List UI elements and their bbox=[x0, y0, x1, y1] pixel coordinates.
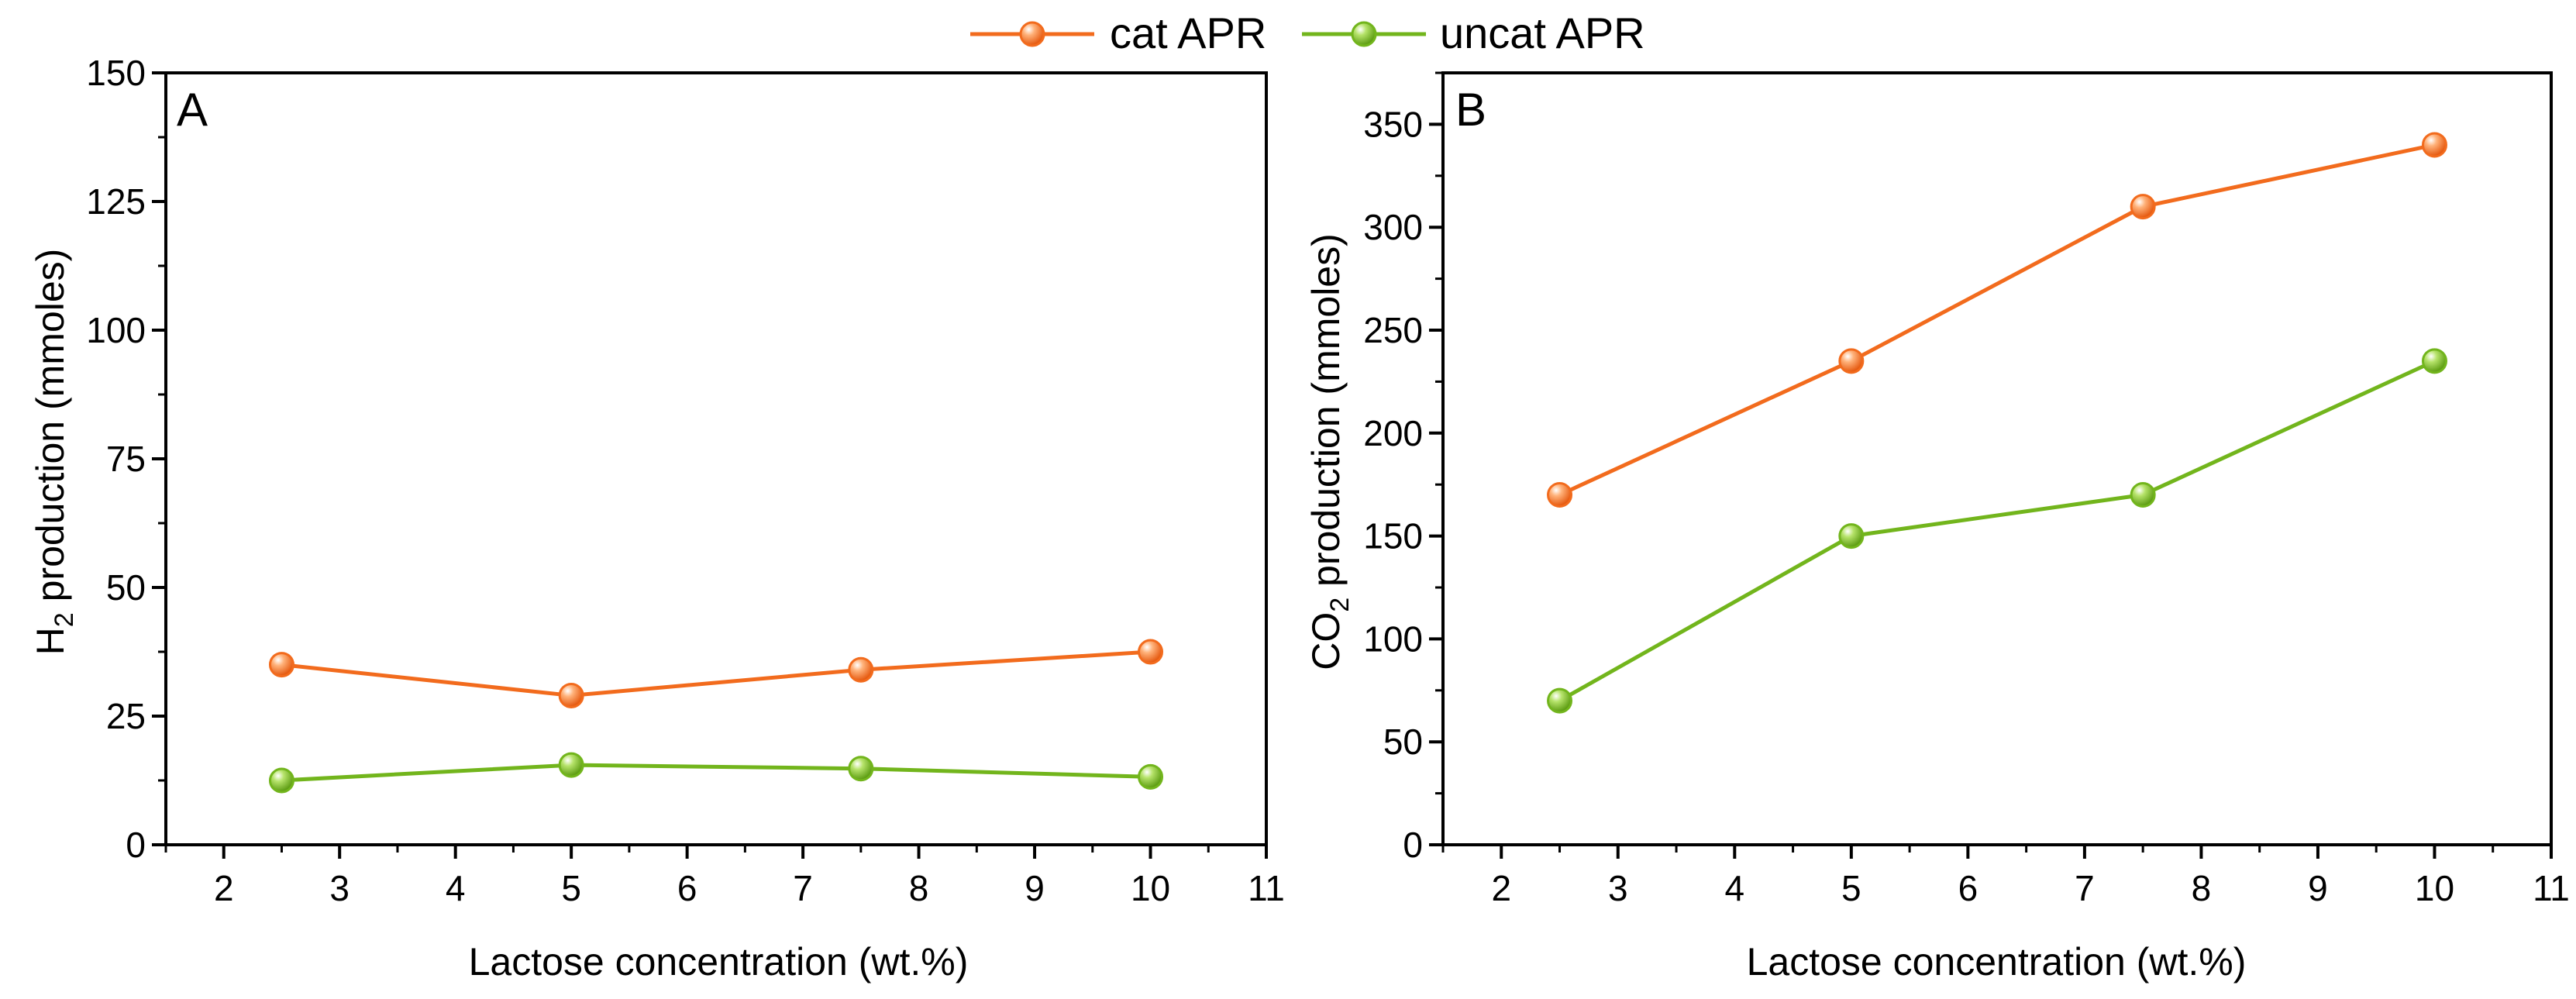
legend-label-cat-apr: cat APR bbox=[1110, 9, 1266, 57]
panel-a-ylabel: H2 production (mmoles) bbox=[29, 249, 79, 656]
panel-a-frame bbox=[164, 71, 1268, 846]
panel-a-x-tick-label: 9 bbox=[1025, 868, 1045, 908]
panel-b-xlabel: Lactose concentration (wt.%) bbox=[1747, 940, 2247, 983]
panel-a-xlabel: Lactose concentration (wt.%) bbox=[469, 940, 969, 983]
panel-a-series-uncat-apr-line bbox=[281, 763, 1151, 783]
panel-b-y-tick-label: 350 bbox=[1363, 104, 1423, 144]
panel-a: A H2 production (mmoles) Lactose concent… bbox=[29, 53, 1285, 983]
panel-a-label: A bbox=[177, 84, 208, 136]
panel-b-x-tick-label: 7 bbox=[2075, 868, 2095, 908]
panel-b-y-tick-label: 200 bbox=[1363, 413, 1423, 453]
panel-a-series-uncat-apr-point bbox=[848, 756, 874, 782]
panel-a-y-tick-label: 75 bbox=[106, 439, 146, 479]
panel-b-y-tick-label: 150 bbox=[1363, 516, 1423, 556]
panel-b-series-uncat-apr-point bbox=[2130, 481, 2156, 508]
panel-a-series-uncat-apr-point bbox=[558, 752, 584, 778]
panel-b-series-cat-apr-point bbox=[2130, 194, 2156, 220]
panel-b-y-tick-label: 300 bbox=[1363, 207, 1423, 247]
panel-a-x-tick-label: 3 bbox=[329, 868, 350, 908]
panel-a-x-tick-label: 6 bbox=[677, 868, 697, 908]
panel-a-y-tick-label: 0 bbox=[126, 825, 146, 865]
panel-b-x-tick-label: 3 bbox=[1608, 868, 1628, 908]
panel-b-x-tick-label: 10 bbox=[2415, 868, 2454, 908]
panel-a-x-tick-label: 8 bbox=[909, 868, 929, 908]
panel-a-x-tick-label: 10 bbox=[1131, 868, 1170, 908]
panel-b-x-tick-label: 9 bbox=[2308, 868, 2328, 908]
legend-marker-uncat-apr bbox=[1351, 21, 1377, 47]
panel-b-y-tick-label: 250 bbox=[1363, 310, 1423, 350]
legend-item-uncat-apr: uncat APR bbox=[1302, 9, 1645, 57]
panel-a-series-cat-apr-point bbox=[558, 682, 584, 708]
panel-b-x-tick-label: 6 bbox=[1958, 868, 1978, 908]
legend: cat APR uncat APR bbox=[970, 9, 1645, 57]
panel-b-y-tick-label: 50 bbox=[1383, 722, 1423, 762]
panel-a-x-tick-label: 11 bbox=[1248, 868, 1285, 908]
panel-a-series-cat-apr-point bbox=[268, 652, 294, 678]
panel-b-series-cat-apr-point bbox=[1838, 348, 1865, 374]
panel-a-y-tick-label: 150 bbox=[86, 53, 146, 93]
panel-b: B CO2 production (mmoles) Lactose concen… bbox=[1304, 71, 2570, 983]
panel-b-x-tick-label: 11 bbox=[2533, 868, 2570, 908]
panel-b-label: B bbox=[1455, 84, 1486, 136]
panel-a-x-tick-label: 4 bbox=[446, 868, 466, 908]
panel-a-series-cat-apr-point bbox=[848, 656, 874, 683]
panel-a-x-tick-label: 2 bbox=[214, 868, 234, 908]
panel-a-x-tick-label: 5 bbox=[561, 868, 581, 908]
panel-b-series-uncat-apr-line bbox=[1558, 359, 2436, 703]
panel-b-y-tick-label: 0 bbox=[1403, 825, 1423, 865]
panel-b-ylabel: CO2 production (mmoles) bbox=[1304, 233, 1355, 670]
panel-b-frame bbox=[1441, 71, 2553, 846]
legend-item-cat-apr: cat APR bbox=[970, 9, 1266, 57]
panel-a-y-tick-label: 25 bbox=[106, 696, 146, 736]
legend-marker-cat-apr bbox=[1019, 21, 1045, 47]
panel-b-y-tick-label: 100 bbox=[1363, 618, 1423, 659]
panel-b-x-tick-label: 8 bbox=[2192, 868, 2212, 908]
panel-b-series-cat-apr-point bbox=[2421, 132, 2447, 158]
panel-b-x-tick-label: 2 bbox=[1491, 868, 1511, 908]
panel-a-series-cat-apr-line bbox=[281, 649, 1151, 698]
panel-b-series-uncat-apr-point bbox=[1838, 523, 1865, 549]
panel-a-y-tick-label: 100 bbox=[86, 310, 146, 350]
panel-b-x-tick-label: 5 bbox=[1841, 868, 1861, 908]
panel-b-series-uncat-apr-point bbox=[1547, 687, 1573, 714]
panel-a-series-uncat-apr-point bbox=[268, 767, 294, 794]
panel-b-x-tick-label: 4 bbox=[1725, 868, 1745, 908]
panel-a-series-cat-apr-point bbox=[1138, 639, 1164, 665]
panel-a-y-tick-label: 50 bbox=[106, 567, 146, 608]
panel-a-x-tick-label: 7 bbox=[793, 868, 813, 908]
panel-b-series-cat-apr-line bbox=[1558, 143, 2435, 497]
legend-label-uncat-apr: uncat APR bbox=[1440, 9, 1645, 57]
panel-b-plot: 2 3 4 5 6 7 8 9 10 11 0 50 100 150 200 250 300 350 bbox=[1363, 71, 2570, 908]
panel-a-plot: 2 3 4 5 6 7 8 9 10 11 0 25 50 75 100 125 150 bbox=[86, 53, 1285, 908]
panel-a-series-uncat-apr-point bbox=[1138, 763, 1164, 790]
panel-b-series-uncat-apr-point bbox=[2421, 348, 2447, 374]
panel-a-y-tick-label: 125 bbox=[86, 181, 146, 222]
panel-b-series-cat-apr-point bbox=[1547, 481, 1573, 508]
